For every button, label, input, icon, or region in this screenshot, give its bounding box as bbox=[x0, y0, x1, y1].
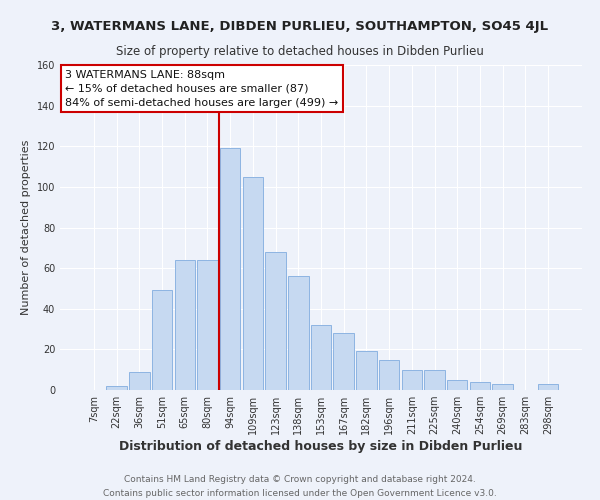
Bar bbox=[538, 384, 558, 390]
Bar bbox=[265, 252, 286, 390]
Bar bbox=[106, 386, 127, 390]
Bar bbox=[288, 276, 308, 390]
Bar bbox=[197, 260, 218, 390]
Bar bbox=[379, 360, 400, 390]
Bar bbox=[356, 352, 377, 390]
Text: 3 WATERMANS LANE: 88sqm
← 15% of detached houses are smaller (87)
84% of semi-de: 3 WATERMANS LANE: 88sqm ← 15% of detache… bbox=[65, 70, 338, 108]
Bar bbox=[401, 370, 422, 390]
Bar bbox=[242, 176, 263, 390]
Bar bbox=[220, 148, 241, 390]
Bar bbox=[129, 372, 149, 390]
Bar bbox=[493, 384, 513, 390]
Bar bbox=[470, 382, 490, 390]
Bar bbox=[447, 380, 467, 390]
Text: Size of property relative to detached houses in Dibden Purlieu: Size of property relative to detached ho… bbox=[116, 45, 484, 58]
X-axis label: Distribution of detached houses by size in Dibden Purlieu: Distribution of detached houses by size … bbox=[119, 440, 523, 453]
Text: Contains HM Land Registry data © Crown copyright and database right 2024.
Contai: Contains HM Land Registry data © Crown c… bbox=[103, 476, 497, 498]
Text: 3, WATERMANS LANE, DIBDEN PURLIEU, SOUTHAMPTON, SO45 4JL: 3, WATERMANS LANE, DIBDEN PURLIEU, SOUTH… bbox=[52, 20, 548, 33]
Bar bbox=[175, 260, 195, 390]
Bar bbox=[334, 333, 354, 390]
Bar bbox=[152, 290, 172, 390]
Bar bbox=[311, 325, 331, 390]
Bar bbox=[424, 370, 445, 390]
Y-axis label: Number of detached properties: Number of detached properties bbox=[21, 140, 31, 315]
